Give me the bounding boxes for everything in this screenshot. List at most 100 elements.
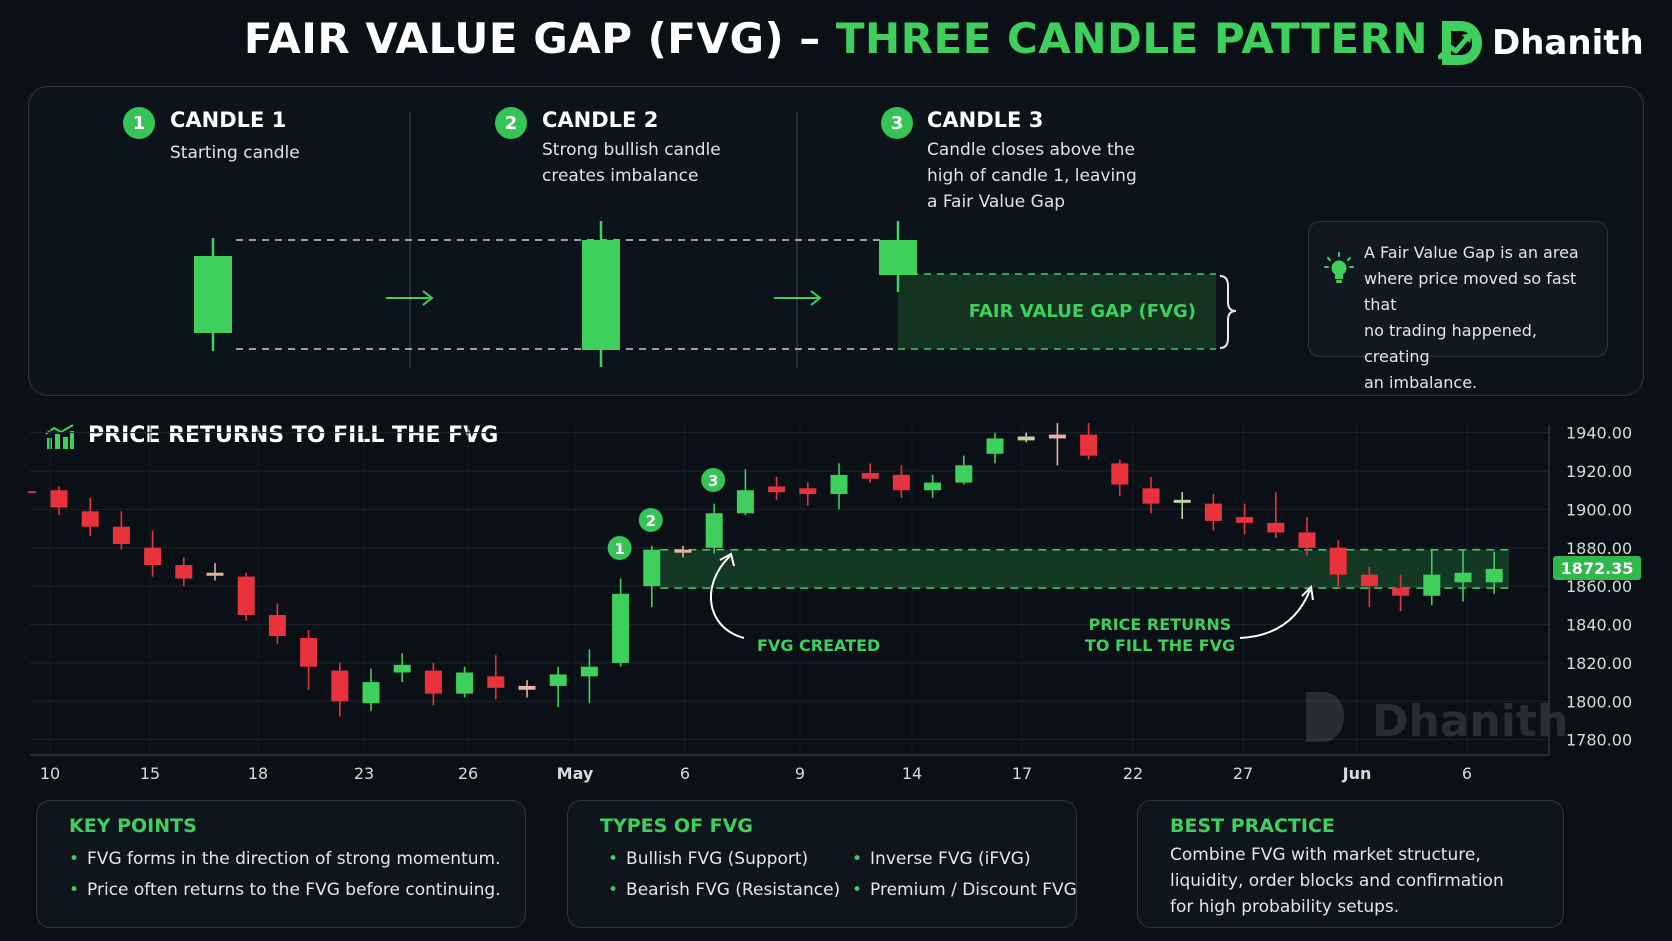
candle-body: [1142, 488, 1160, 504]
price-returns-arrow: [1239, 589, 1311, 639]
candle-body: [1360, 574, 1378, 587]
candle: [81, 497, 99, 537]
candle-body: [487, 676, 505, 688]
candle: [1423, 549, 1441, 606]
candle: [206, 563, 224, 581]
candle-markers: 1 2 3: [607, 468, 726, 560]
page-title: FAIR VALUE GAP (FVG) – THREE CANDLE PATT…: [0, 14, 1672, 63]
candle-body: [393, 664, 411, 673]
arrow-right-icon: [774, 290, 822, 306]
x-tick-label: 23: [354, 764, 374, 783]
key-point-item: FVG forms in the direction of strong mom…: [69, 849, 500, 869]
candle: [300, 630, 318, 690]
candle-body: [580, 666, 598, 677]
candle: [924, 474, 942, 498]
candle: [1048, 423, 1066, 466]
candle: [705, 503, 723, 554]
chart-section-title: PRICE RETURNS TO FILL THE FVG: [88, 423, 499, 448]
candle-body: [705, 513, 723, 548]
candle-body: [924, 482, 942, 491]
candle: [393, 653, 411, 683]
candle: [144, 530, 162, 577]
candle-body: [1080, 434, 1098, 456]
candle: [1454, 549, 1472, 602]
candle-body: [424, 670, 442, 694]
x-tick-label: 26: [458, 764, 478, 783]
candle: [830, 463, 848, 510]
candle1-body: [194, 256, 232, 333]
candle: [1360, 566, 1378, 608]
best-practice-title: BEST PRACTICE: [1170, 815, 1335, 837]
candle-body: [1204, 503, 1222, 521]
current-price-tag: [1553, 556, 1641, 580]
candle-body: [331, 670, 349, 702]
x-tick-label: 22: [1123, 764, 1143, 783]
x-tick-label: 27: [1233, 764, 1253, 783]
candle: [1298, 517, 1316, 556]
candle-body: [1454, 572, 1472, 583]
lightbulb-icon: [1324, 252, 1354, 283]
price-returns-label-1: PRICE RETURNS: [1089, 615, 1232, 634]
candle-body: [50, 490, 68, 508]
title-accent: THREE CANDLE PATTERN: [835, 14, 1429, 63]
candle-body: [362, 682, 380, 704]
candle-body: [112, 526, 130, 544]
candle: [1267, 492, 1285, 539]
candle-body: [674, 549, 692, 553]
x-tick-label: 6: [1462, 764, 1472, 783]
step-desc-1: Starting candle: [170, 143, 300, 163]
candle-body: [237, 576, 255, 615]
candle: [736, 469, 754, 516]
candle: [768, 476, 786, 500]
candle-body: [456, 672, 474, 694]
fvg-brace: [1219, 275, 1237, 349]
candle-body: [736, 490, 754, 514]
watermark-text: Dhanith: [1372, 696, 1568, 747]
candle: [112, 511, 130, 550]
candle: [580, 649, 598, 704]
y-tick-label: 1920.00: [1566, 462, 1632, 481]
y-tick-label: 1940.00: [1566, 424, 1632, 443]
candle: [424, 662, 442, 706]
key-points-card: KEY POINTS FVG forms in the direction of…: [36, 800, 526, 928]
x-axis-ticks: 10 15 18 23 26 May 6 9 14 17 22 27 Jun 6: [40, 764, 1472, 783]
info-box: A Fair Value Gap is an area where price m…: [1308, 221, 1608, 392]
candle: [1329, 540, 1347, 587]
candle-body: [1017, 436, 1035, 441]
candle: [892, 465, 910, 498]
candle-body: [1298, 532, 1316, 548]
candle-body: [1392, 588, 1410, 596]
candle-body: [1329, 547, 1347, 575]
x-tick-label: 17: [1012, 764, 1032, 783]
y-tick-label: 1900.00: [1566, 500, 1632, 519]
price-returns-label-2: TO FILL THE FVG: [1085, 636, 1235, 655]
candle: [175, 557, 193, 587]
candle-body: [799, 488, 817, 495]
price-returns-arrowhead: [1301, 584, 1314, 601]
info-text: A Fair Value Gap is an area where price m…: [1364, 243, 1579, 392]
candle: [1017, 432, 1035, 443]
candle-body: [955, 465, 973, 483]
candle: [487, 655, 505, 700]
type-item: Premium / Discount FVG: [852, 880, 1077, 900]
candle-body: [206, 572, 224, 576]
candle-marker-1: 1: [607, 536, 632, 560]
x-tick-label: 15: [140, 764, 160, 783]
fvg-created-label: FVG CREATED: [757, 636, 880, 655]
fvg-zone-box: [898, 274, 1216, 349]
x-tick-label: 14: [902, 764, 922, 783]
marker-label: 3: [708, 472, 718, 490]
candle: [268, 603, 286, 644]
y-tick-label: 1800.00: [1566, 692, 1632, 711]
step-title-1: CANDLE 1: [170, 108, 287, 132]
candle-body: [892, 474, 910, 491]
x-tick-label: 18: [248, 764, 268, 783]
candle-body: [1048, 434, 1066, 439]
candle3-body: [879, 240, 917, 275]
type-item: Bullish FVG (Support): [608, 849, 808, 869]
step-number-2: 2: [495, 107, 527, 139]
candle-marker-3: 3: [701, 468, 726, 492]
candle: [861, 463, 879, 483]
fvg-zone-band: [660, 549, 1509, 589]
